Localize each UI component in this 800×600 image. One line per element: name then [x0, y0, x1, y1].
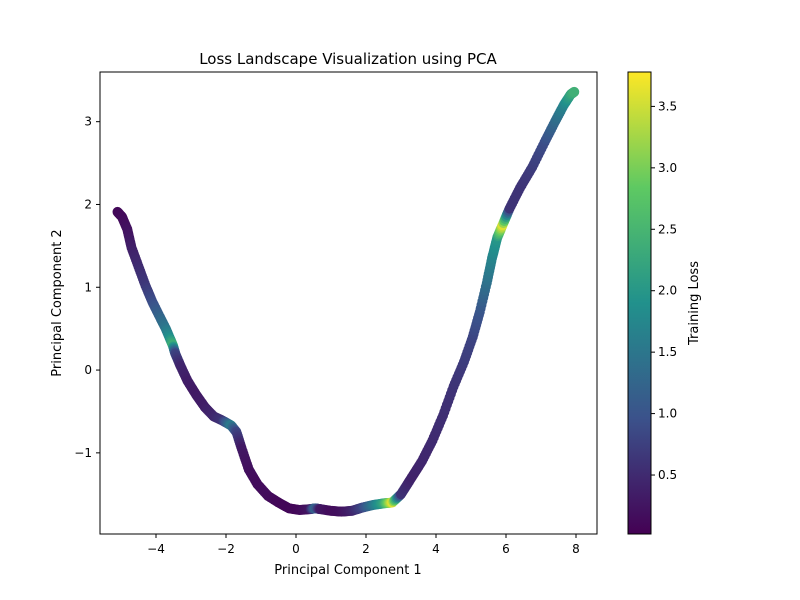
colorbar-tick-label: 1.0: [658, 407, 677, 421]
x-tick-label: 4: [432, 542, 440, 556]
y-tick-label: 2: [84, 197, 92, 211]
scatter-point: [569, 86, 580, 97]
x-tick-label: 2: [362, 542, 370, 556]
colorbar-tick-label: 2.0: [658, 284, 677, 298]
colorbar-tick-label: 1.5: [658, 345, 677, 359]
colorbar-ticks: 0.5 1.0 1.5 2.0 2.5 3.0 3.5: [651, 99, 677, 482]
chart-title: Loss Landscape Visualization using PCA: [199, 50, 497, 68]
colorbar-tick-label: 3.5: [658, 99, 677, 113]
y-tick-label: 0: [84, 363, 92, 377]
y-tick-label: 3: [84, 115, 92, 129]
colorbar-tick-label: 3.0: [658, 161, 677, 175]
x-tick-label: −4: [147, 542, 165, 556]
x-tick-label: 8: [572, 542, 580, 556]
x-axis-label: Principal Component 1: [274, 563, 421, 578]
x-axis-ticks: −4 −2 0 2 4 6 8: [147, 534, 580, 556]
plot-area-frame: [99, 71, 598, 535]
y-axis-ticks: −1 0 1 2 3: [74, 115, 100, 460]
x-tick-label: 0: [292, 542, 300, 556]
x-tick-label: −2: [217, 542, 235, 556]
scatter-points: [112, 86, 580, 517]
y-tick-label: 1: [84, 280, 92, 294]
x-tick-label: 6: [502, 542, 510, 556]
colorbar-tick-label: 2.5: [658, 222, 677, 236]
colorbar-tick-label: 0.5: [658, 468, 677, 482]
y-tick-label: −1: [74, 446, 92, 460]
colorbar-label: Training Loss: [687, 261, 702, 346]
colorbar: [627, 71, 652, 535]
y-axis-label: Principal Component 2: [50, 229, 65, 376]
